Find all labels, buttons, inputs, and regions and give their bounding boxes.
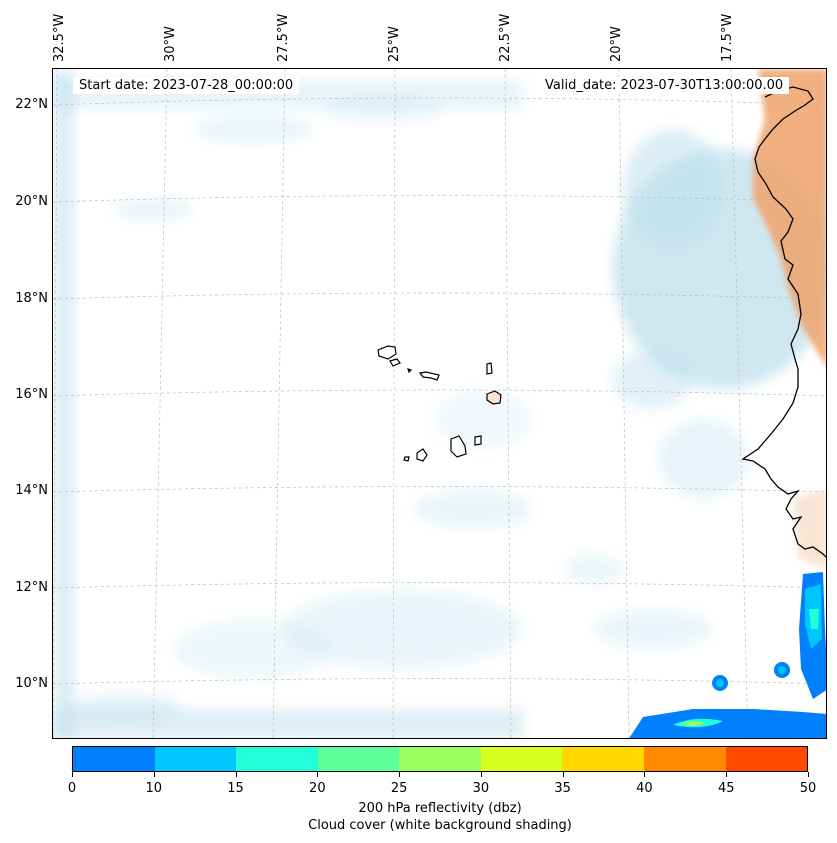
colorbar-tick-mark (399, 772, 401, 777)
colorbar-tick-label: 45 (717, 781, 735, 796)
longitude-label: 27.5°W (276, 13, 291, 62)
latitude-label: 20°N (15, 194, 48, 209)
colorbar-segment (317, 747, 400, 771)
colorbar-tick-mark (726, 772, 728, 777)
colorbar-tick-mark (644, 772, 646, 777)
colorbar-segment (562, 747, 644, 771)
land-surface-shading (753, 69, 826, 569)
longitude-label: 30°W (163, 26, 178, 62)
colorbar-tick-label: 30 (472, 781, 490, 796)
colorbar-tick-mark (317, 772, 319, 777)
map-canvas (53, 69, 826, 738)
colorbar-tick-mark (72, 772, 73, 777)
map-gridlines (53, 69, 826, 738)
colorbar-tick-label: 50 (799, 781, 817, 796)
longitude-label: 25°W (387, 26, 402, 62)
colorbar-tick-label: 10 (145, 781, 163, 796)
colorbar-segment (236, 747, 318, 771)
colorbar-tick-mark (562, 772, 564, 777)
colorbar-segment (73, 747, 155, 771)
colorbar-segment (154, 747, 237, 771)
coastline (741, 86, 826, 558)
colorbar-title: 200 hPa reflectivity (dbz) (358, 801, 522, 816)
cape-verde-islands (377, 345, 502, 462)
colorbar-tick-mark (235, 772, 237, 777)
colorbar-subtitle: Cloud cover (white background shading) (308, 818, 572, 833)
valid-date-label: Valid_date: 2023-07-30T13:00:00.00 (539, 77, 790, 94)
colorbar-tick-mark (153, 772, 155, 777)
latitude-label: 22°N (15, 97, 48, 112)
reflectivity-contours (629, 572, 826, 738)
longitude-label: 32.5°W (52, 13, 67, 62)
map-panel[interactable] (52, 68, 827, 739)
colorbar-tick-label: 15 (227, 781, 244, 796)
colorbar-segment (480, 747, 563, 771)
colorbar-tick-label: 25 (390, 781, 408, 796)
colorbar-tick-mark (808, 772, 809, 777)
colorbar-segment (643, 747, 726, 771)
longitude-label: 20°W (609, 26, 624, 62)
colorbar-tick-label: 35 (554, 781, 571, 796)
cloud-cover-shading (53, 69, 826, 738)
latitude-label: 12°N (15, 580, 48, 595)
colorbar-tick-mark (480, 772, 482, 777)
latitude-label: 10°N (15, 676, 48, 691)
colorbar-segment (399, 747, 481, 771)
colorbar-tick-label: 0 (67, 781, 77, 796)
colorbar-tick-label: 40 (636, 781, 653, 796)
start-date-label: Start date: 2023-07-28_00:00:00 (73, 77, 300, 94)
latitude-label: 14°N (15, 483, 48, 498)
latitude-label: 18°N (15, 291, 48, 306)
longitude-label: 17.5°W (720, 13, 735, 62)
latitude-label: 16°N (15, 387, 48, 402)
longitude-label: 22.5°W (498, 13, 513, 62)
reflectivity-colorbar (72, 746, 808, 772)
colorbar-tick-label: 20 (309, 781, 326, 796)
colorbar-segment (725, 747, 808, 771)
